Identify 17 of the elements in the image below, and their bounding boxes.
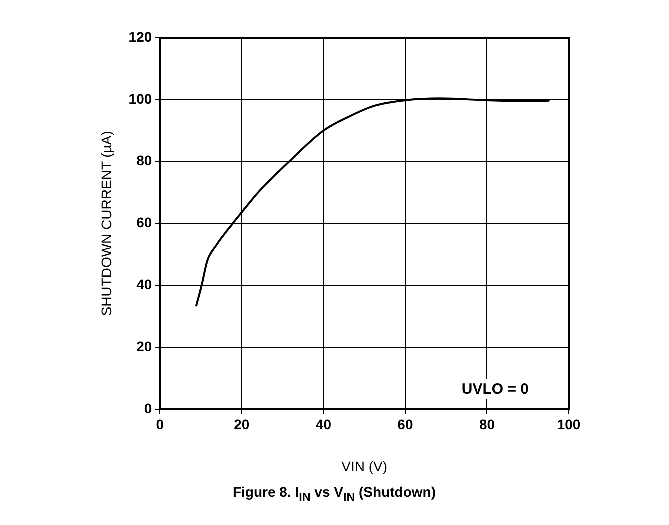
y-tick-label: 40 xyxy=(136,276,152,292)
y-tick-label: 20 xyxy=(136,338,152,354)
y-tick-label: 80 xyxy=(136,152,152,169)
x-tick-label: 0 xyxy=(156,416,164,433)
text: Figure 8. I$_{IN}$ vs V$_{IN}$ (Shutdown) xyxy=(232,484,437,504)
y-tick-label: 100 xyxy=(128,90,152,107)
x-tick-label: 20 xyxy=(234,416,250,433)
x-axis-title: VIN (V) xyxy=(342,458,388,474)
y-tick-label: 60 xyxy=(136,214,152,231)
x-tick-label: 60 xyxy=(398,416,414,433)
x-tick-label: 40 xyxy=(316,416,332,433)
y-axis-title: SHUTDOWN CURRENT (µA) xyxy=(98,131,114,316)
y-tick-label: 120 xyxy=(128,28,152,45)
annotation: UVLO = 0 xyxy=(462,381,529,398)
x-tick-label: 80 xyxy=(479,416,496,433)
x-tick-label: 100 xyxy=(557,416,581,433)
y-tick-label: 0 xyxy=(144,400,152,416)
